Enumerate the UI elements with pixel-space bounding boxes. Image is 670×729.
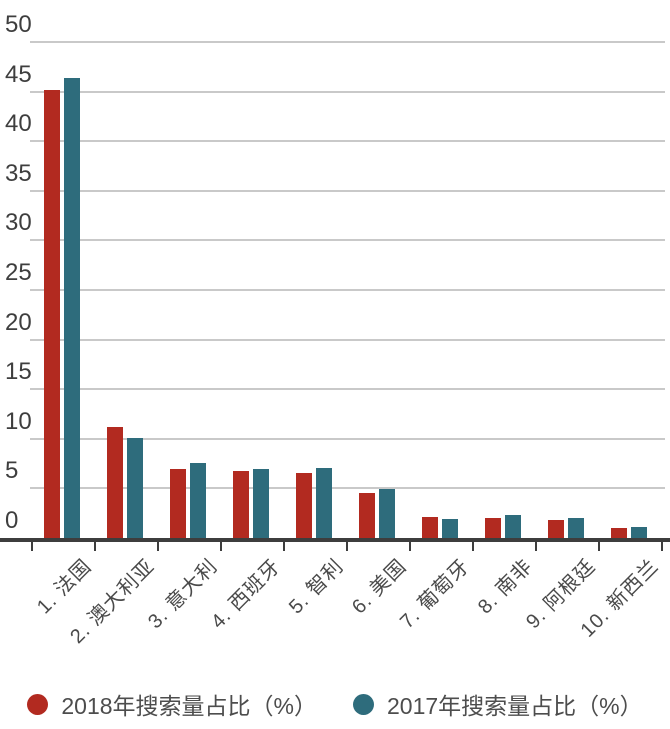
bar-2018年-4. 西班牙 [233,471,249,538]
bar-2018年-6. 美国 [359,493,375,538]
bar-2017年-10. 新西兰 [631,527,647,538]
legend-label-2017: 2017年搜索量占比（%） [387,693,643,719]
x-axis-tick [220,542,222,551]
legend-item-2017: 2017年搜索量占比（%） [353,687,643,721]
y-axis-tick-label: 0 [5,507,19,534]
bar-2018年-2. 澳大利亚 [107,427,123,538]
y-axis-tick-label: 35 [5,159,32,187]
gridline [30,41,665,43]
bar-2017年-1. 法国 [64,78,80,538]
bar-2018年-1. 法国 [44,90,60,538]
legend-item-2018: 2018年搜索量占比（%） [27,687,317,721]
x-axis-tick [409,542,411,551]
x-axis-tick [94,542,96,551]
bar-2017年-8. 南非 [505,515,521,538]
bar-2017年-3. 意大利 [190,463,206,538]
legend: 2018年搜索量占比（%） 2017年搜索量占比（%） [0,687,670,721]
bar-2018年-3. 意大利 [170,469,186,538]
bar-2018年-7. 葡萄牙 [422,517,438,538]
x-axis-tick [472,542,474,551]
gridline [30,90,665,93]
x-axis-tick [346,542,348,551]
bar-2017年-5. 智利 [316,468,332,538]
gridline [30,140,665,143]
y-axis-tick-label: 20 [5,308,32,336]
bar-2018年-5. 智利 [296,473,312,538]
y-axis-tick-label: 5 [5,457,19,485]
y-axis-tick-label: 50 [5,11,32,38]
bar-2017年-2. 澳大利亚 [127,438,143,538]
legend-dot-2018-icon [27,693,49,715]
bar-2017年-7. 葡萄牙 [442,519,458,538]
y-axis-tick-label: 15 [5,358,32,386]
bar-2017年-6. 美国 [379,489,395,538]
bar-2018年-10. 新西兰 [611,528,627,538]
x-axis-tick [535,542,537,551]
x-axis-tick [661,542,663,551]
gridline [30,437,665,440]
y-axis-tick-label: 30 [5,209,32,237]
y-axis-tick-label: 10 [5,407,32,435]
y-axis-tick-label: 40 [5,110,32,138]
legend-label-2018: 2018年搜索量占比（%） [61,693,317,719]
bar-2017年-4. 西班牙 [253,469,269,538]
y-axis-tick-label: 25 [5,259,32,286]
gridline [30,289,665,291]
legend-dot-2017-icon [353,693,374,715]
bar-2018年-8. 南非 [485,518,501,538]
x-axis-category-label: 5. 智利 [284,555,348,619]
x-axis-tick [283,542,285,551]
x-axis-tick [157,542,159,551]
bar-2018年-9. 阿根廷 [548,520,564,538]
gridline [30,487,665,490]
gridline [30,338,665,341]
x-axis-tick [598,542,600,551]
x-axis-line [0,538,670,542]
gridline [30,388,665,391]
gridline [30,239,665,242]
x-axis-tick [31,542,33,551]
y-axis-tick-label: 45 [5,60,32,88]
bar-2017年-9. 阿根廷 [568,518,584,538]
gridline [30,189,665,192]
